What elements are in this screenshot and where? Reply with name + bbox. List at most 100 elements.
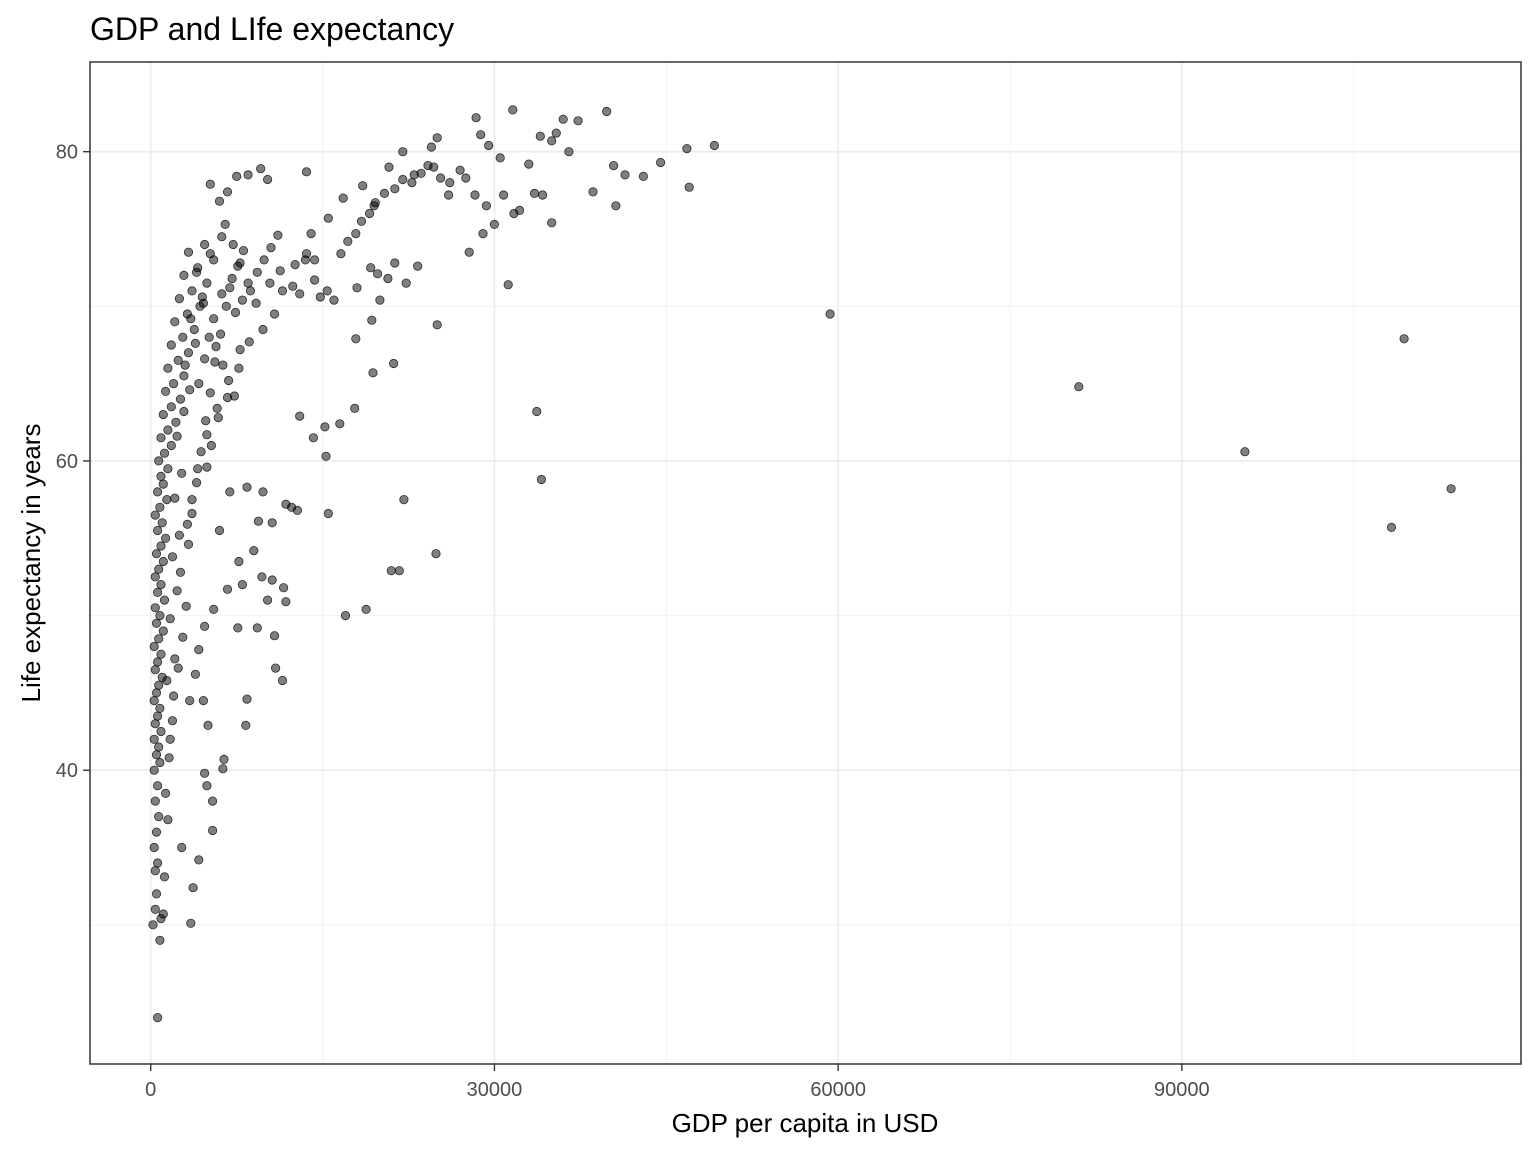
y-tick-label: 60 (56, 451, 78, 473)
scatter-point (212, 403, 222, 413)
scatter-point (217, 289, 227, 299)
scatter-point (329, 295, 339, 305)
scatter-point (222, 584, 233, 594)
scatter-point (186, 314, 196, 324)
scatter-point (401, 278, 411, 288)
scatter-point (209, 604, 219, 615)
scatter-point (253, 516, 263, 526)
scatter-point (169, 691, 179, 701)
scatter-point (379, 188, 389, 198)
scatter-point (1399, 334, 1409, 344)
scatter-point (158, 556, 168, 567)
scatter-point (270, 663, 281, 673)
scatter-point (156, 433, 166, 443)
scatter-point (156, 649, 166, 659)
scatter-point (682, 144, 692, 154)
scatter-point (194, 855, 204, 865)
scatter-point (150, 719, 160, 729)
scatter-point (323, 213, 333, 223)
scatter-point (398, 147, 408, 157)
scatter-point (364, 208, 375, 219)
scatter-point (498, 190, 509, 200)
minor-gridlines (90, 62, 1521, 1064)
scatter-point (179, 270, 189, 280)
scatter-point (361, 604, 371, 615)
scatter-point (336, 249, 346, 259)
scatter-point (169, 378, 179, 389)
scatter-point (257, 572, 267, 582)
scatter-point (398, 174, 408, 185)
scatter-point (218, 764, 228, 774)
chart-title: GDP and LIfe expectancy (90, 11, 454, 47)
scatter-point (158, 626, 168, 636)
scatter-point (455, 165, 465, 175)
scatter-point (175, 394, 186, 404)
scatter-point (269, 309, 280, 319)
scatter-point (150, 796, 160, 806)
scatter-point (320, 422, 330, 432)
scatter-point (192, 267, 202, 277)
scatter-point (214, 525, 225, 536)
scatter-point (150, 904, 160, 915)
scatter-point (183, 348, 194, 358)
scatter-point (150, 572, 160, 582)
scatter-point (222, 187, 233, 197)
scatter-point (368, 368, 378, 378)
scatter-point (204, 332, 214, 342)
scatter-point (278, 583, 289, 593)
scatter-point (233, 623, 243, 633)
scatter-point (185, 695, 195, 706)
scatter-point (443, 190, 454, 200)
scatter-point (426, 142, 436, 152)
scatter-point (163, 464, 173, 474)
scatter-point (275, 266, 285, 276)
scatter-point (1074, 382, 1084, 392)
scatter-point (153, 525, 163, 536)
scatter-point (234, 363, 244, 373)
scatter-point (245, 286, 255, 296)
scatter-point (156, 579, 166, 590)
scatter-point (267, 575, 277, 585)
scatter-point (547, 136, 557, 146)
scatter-point (262, 174, 273, 185)
scatter-point (220, 219, 230, 229)
scatter-point (258, 324, 268, 335)
scatter-point (153, 711, 163, 721)
scatter-point (149, 734, 159, 744)
scatter-point (202, 781, 212, 791)
scatter-point (399, 494, 409, 505)
scatter-point (445, 178, 455, 188)
scatter-point (709, 140, 720, 151)
scatter-point (407, 178, 417, 188)
scatter-point (170, 317, 180, 327)
scatter-point (179, 371, 189, 381)
scatter-point (432, 320, 442, 330)
scatter-point (238, 246, 249, 256)
scatter-point (158, 909, 168, 919)
scatter-point (172, 586, 182, 596)
scatter-point (470, 190, 480, 200)
scatter-point (416, 168, 426, 178)
scatter-point (192, 477, 202, 488)
scatter-point (390, 258, 400, 268)
scatter-point (295, 289, 305, 299)
scatter-point (532, 406, 542, 417)
scatter-point (529, 188, 540, 198)
scatter-point (164, 753, 174, 763)
x-tick-label: 90000 (1154, 1079, 1210, 1101)
scatter-point (508, 105, 518, 115)
scatter-point (194, 378, 204, 389)
scatter-point (259, 255, 269, 265)
scatter-point (315, 292, 325, 302)
scatter-point (187, 286, 197, 296)
x-tick-label: 0 (145, 1079, 156, 1101)
scatter-point (573, 116, 583, 126)
scatter-point (175, 567, 186, 577)
scatter-point (177, 842, 187, 853)
scatter-point (322, 286, 332, 296)
scatter-point (166, 402, 176, 412)
scatter-point (213, 412, 223, 423)
scatter-point (161, 386, 171, 396)
x-axis-title: GDP per capita in USD (672, 1108, 939, 1138)
scatter-point (237, 579, 247, 590)
